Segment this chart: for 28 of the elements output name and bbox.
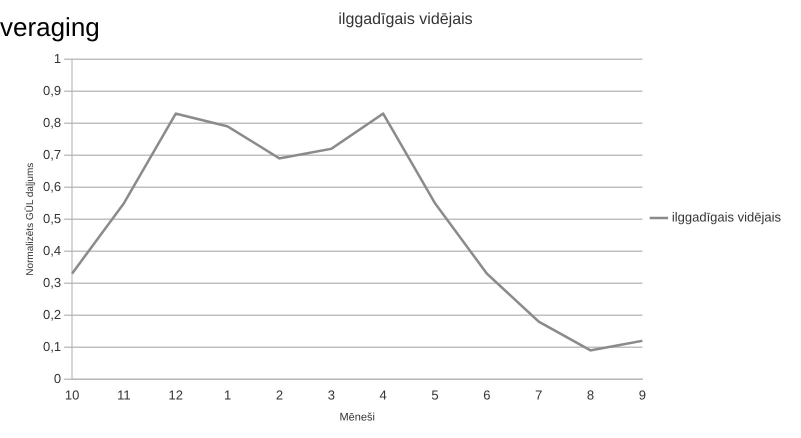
y-tick-label: 0,2 — [42, 306, 62, 322]
y-tick-label: 0,3 — [42, 274, 62, 290]
x-tick-label: 5 — [431, 388, 439, 403]
y-tick-label: 1 — [54, 50, 62, 66]
y-tick-label: 0,4 — [42, 242, 62, 258]
x-tick-label: 6 — [483, 388, 490, 403]
x-tick-label: 12 — [168, 388, 183, 403]
x-tick-label: 1 — [224, 388, 232, 403]
y-axis-title: Normalizēts GŪL daļjums — [24, 162, 36, 276]
x-tick-label: 11 — [117, 388, 131, 403]
legend-label: ilggadīgais vidējais — [672, 210, 782, 225]
x-tick-label: 4 — [380, 388, 387, 403]
x-tick-label: 8 — [586, 388, 594, 403]
x-tick-label: 9 — [638, 388, 646, 403]
y-tick-label: 0,6 — [42, 178, 62, 194]
y-tick-label: 0,9 — [42, 82, 62, 98]
y-tick-label: 0,7 — [42, 146, 62, 162]
y-tick-label: 0 — [54, 370, 62, 386]
chart-title: ilggadīgais vidējais — [338, 11, 473, 28]
x-axis-title: Mēneši — [339, 411, 375, 424]
text: veraging — [0, 12, 100, 42]
x-tick-label: 10 — [64, 388, 80, 403]
x-tick-label: 3 — [328, 388, 335, 403]
y-tick-label: 0,1 — [42, 338, 62, 354]
y-tick-label: 0,5 — [42, 210, 62, 226]
x-tick-label: 2 — [276, 388, 284, 403]
x-tick-label: 7 — [535, 388, 542, 403]
y-tick-label: 0,8 — [42, 114, 62, 130]
